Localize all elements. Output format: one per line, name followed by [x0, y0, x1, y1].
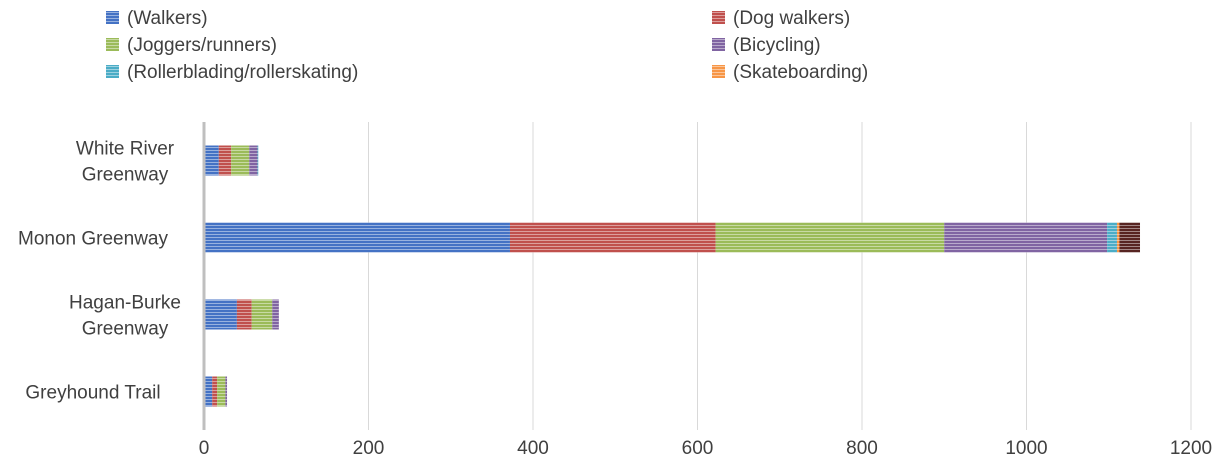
bar-segment-stripes	[249, 145, 258, 176]
legend-swatch-stripes	[712, 65, 725, 78]
bar-segment-stripes	[251, 299, 273, 330]
x-tick-label: 600	[682, 438, 714, 459]
bar-segment-stripes	[1119, 222, 1141, 253]
bars	[204, 145, 1141, 407]
bar-segment-stripes	[204, 299, 237, 330]
legend-swatch-stripes	[106, 38, 119, 51]
x-tick-labels: 0 200 400 600 800 1000 1200	[199, 438, 1212, 459]
x-tick-label: 800	[846, 438, 878, 459]
legend-item-rollerblading-rollerskating: (Rollerblading/rollerskating)	[106, 62, 358, 83]
legend-label: (Skateboarding)	[733, 62, 868, 83]
bar-segment-stripes	[204, 376, 213, 407]
bar-segment-stripes	[212, 376, 218, 407]
bar-group-greyhound-trail	[204, 376, 228, 407]
bar-segment-stripes	[944, 222, 1108, 253]
legend-label: (Joggers/runners)	[127, 35, 277, 56]
bar-segment-stripes	[217, 376, 226, 407]
bar-segment-stripes	[272, 299, 279, 330]
gridlines	[368, 122, 1192, 430]
legend: (Walkers) (Dog walkers) (Joggers/runners) (…	[106, 8, 868, 83]
legend-item-joggers-runners: (Joggers/runners)	[106, 35, 277, 56]
bar-segment-stripes	[218, 145, 232, 176]
x-tick-label: 0	[199, 438, 210, 459]
bar-segment-stripes	[257, 145, 259, 176]
category-label-greyhound-trail: Greyhound Trail	[25, 383, 160, 404]
category-label-monon-greenway: Monon Greenway	[18, 229, 168, 250]
bar-segment-stripes	[231, 145, 250, 176]
bar-segment-stripes	[236, 299, 252, 330]
legend-item-dog-walkers: (Dog walkers)	[712, 8, 850, 29]
bar-segment-stripes	[204, 222, 510, 253]
legend-label: (Walkers)	[127, 8, 208, 29]
legend-item-skateboarding: (Skateboarding)	[712, 62, 868, 83]
legend-item-walkers: (Walkers)	[106, 8, 208, 29]
bar-segment-stripes	[509, 222, 716, 253]
x-tick-label: 1000	[1005, 438, 1047, 459]
bar-segment-stripes	[225, 376, 228, 407]
legend-swatch-stripes	[106, 11, 119, 24]
category-labels: White River Greenway Monon Greenway Hagan-B…	[18, 139, 181, 404]
legend-item-bicycling: (Bicycling)	[712, 35, 821, 56]
x-tick-label: 400	[517, 438, 549, 459]
x-tick-label: 1200	[1170, 438, 1212, 459]
legend-label: (Dog walkers)	[733, 8, 850, 29]
bar-group-white-river-greenway	[204, 145, 259, 176]
bar-segment-stripes	[204, 145, 219, 176]
bar-group-monon-greenway	[204, 222, 1141, 253]
bar-group-hagan-burke-greenway	[204, 299, 279, 330]
legend-swatch-stripes	[106, 65, 119, 78]
bar-segment-stripes	[1116, 222, 1120, 253]
legend-swatch-stripes	[712, 38, 725, 51]
legend-swatch-stripes	[712, 11, 725, 24]
bar-segment-stripes	[715, 222, 945, 253]
legend-label: (Rollerblading/rollerskating)	[127, 62, 358, 83]
x-tick-label: 200	[353, 438, 385, 459]
category-label-white-river-greenway: White River Greenway	[76, 139, 175, 186]
category-label-hagan-burke-greenway: Hagan-Burke Greenway	[69, 293, 181, 340]
legend-label: (Bicycling)	[733, 35, 821, 56]
bar-segment-stripes	[1107, 222, 1117, 253]
